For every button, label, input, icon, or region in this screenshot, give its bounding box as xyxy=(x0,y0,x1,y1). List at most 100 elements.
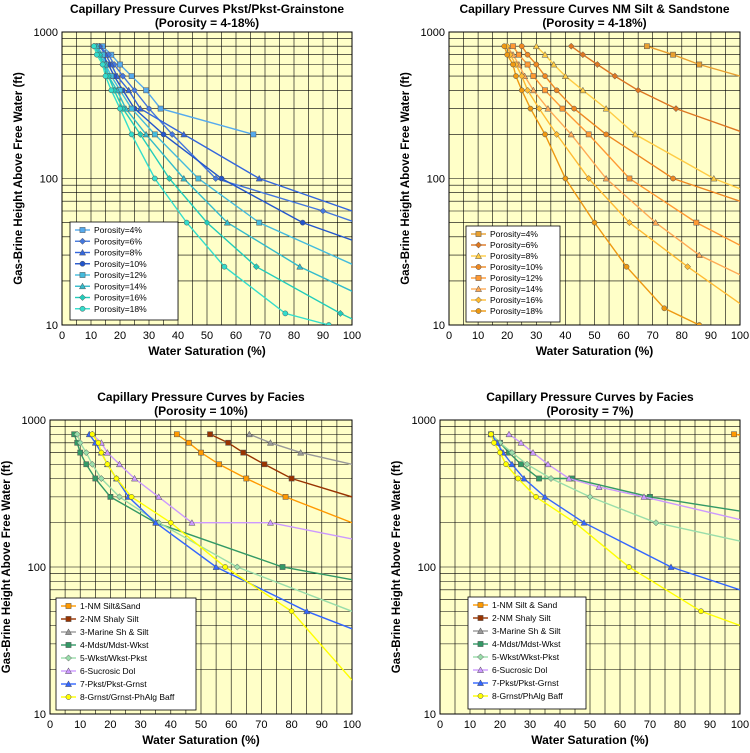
data-point xyxy=(128,105,135,112)
data-point xyxy=(77,449,84,456)
chart-subtitle: (Porosity = 4-18%) xyxy=(155,16,259,30)
series-group xyxy=(90,42,352,325)
data-point xyxy=(256,219,263,226)
legend-entry: Porosity=14% xyxy=(490,284,543,294)
legend-entry: Porosity=16% xyxy=(490,295,543,305)
legend: 1-NM Silt&Sand 2-NM Shaly Silt 3-Marine Sh… xyxy=(55,597,197,711)
chart-panel-2: 0 10 20 30 40 50 60 70 80 90 100101001000Capillary… xyxy=(400,2,749,358)
x-tick-label: 20 xyxy=(494,719,506,731)
y-tick-label: 10 xyxy=(46,320,58,332)
data-point xyxy=(180,174,188,182)
legend-marker xyxy=(64,667,73,674)
legend-marker xyxy=(477,693,484,699)
x-tick-label: 20 xyxy=(114,330,126,342)
x-tick-label: 70 xyxy=(259,330,271,342)
y-tick-label: 10 xyxy=(433,320,445,332)
data-point xyxy=(567,130,575,138)
data-point xyxy=(157,105,164,112)
series-line-8 xyxy=(91,433,352,681)
x-tick-label: 40 xyxy=(165,719,177,731)
legend-marker xyxy=(64,680,73,687)
data-point xyxy=(117,105,123,112)
data-point xyxy=(693,219,700,226)
legend-marker xyxy=(79,294,86,301)
data-point xyxy=(695,251,703,258)
data-point xyxy=(611,72,619,80)
x-tick-label: 80 xyxy=(674,719,686,731)
legend-marker xyxy=(475,296,482,304)
data-point xyxy=(117,61,123,68)
legend-marker xyxy=(477,641,484,647)
data-point xyxy=(501,43,508,50)
data-point xyxy=(88,460,96,468)
data-point xyxy=(523,460,531,468)
data-point xyxy=(631,130,639,138)
data-point xyxy=(517,439,525,446)
data-point xyxy=(518,72,526,80)
legend-marker xyxy=(64,628,73,635)
x-tick-label: 80 xyxy=(285,719,297,731)
data-point xyxy=(625,219,633,227)
legend-entry: 7-Pkst/Pkst-Grnst xyxy=(492,678,559,688)
data-point xyxy=(168,130,176,138)
legend-marker xyxy=(475,308,482,314)
data-point xyxy=(173,431,180,438)
x-tick-label: 0 xyxy=(59,330,65,342)
series-line-4 xyxy=(96,45,352,241)
data-point xyxy=(73,430,81,438)
data-point xyxy=(297,448,305,456)
legend-marker xyxy=(475,264,482,270)
legend: Porosity=4%Porosity=6%Porosity=8%Porosit… xyxy=(465,225,561,323)
data-point xyxy=(541,493,549,500)
x-tick-label: 90 xyxy=(317,330,329,342)
legend-entry: Porosity=12% xyxy=(94,270,147,280)
data-point xyxy=(536,475,542,482)
data-point xyxy=(602,174,610,182)
data-point xyxy=(602,104,610,112)
legend-entry: Porosity=18% xyxy=(94,304,147,314)
data-point xyxy=(83,461,90,468)
y-tick-label: 100 xyxy=(40,174,58,186)
data-point xyxy=(647,494,653,500)
legend-entry: 6-Sucrosic Dol xyxy=(492,665,547,675)
x-tick-label: 100 xyxy=(343,719,361,731)
x-tick-label: 10 xyxy=(85,330,97,342)
x-tick-label: 90 xyxy=(705,330,717,342)
data-point xyxy=(188,519,196,526)
legend-entry: 6-Sucrosic Dol xyxy=(80,666,135,676)
x-tick-label: 100 xyxy=(343,330,361,342)
series-line-5 xyxy=(96,45,352,265)
data-point xyxy=(550,60,558,68)
chart-subtitle: (Porosity = 10%) xyxy=(154,404,248,418)
y-tick-label: 100 xyxy=(427,174,445,186)
data-point xyxy=(195,175,202,182)
data-point xyxy=(99,61,106,68)
legend-entry: Porosity=4% xyxy=(490,229,538,239)
data-point xyxy=(698,608,704,615)
data-point xyxy=(319,207,327,215)
y-tick-label: 10 xyxy=(34,709,46,721)
data-point xyxy=(667,563,675,570)
x-tick-label: 30 xyxy=(524,719,536,731)
data-point xyxy=(131,474,139,482)
y-tick-label: 10 xyxy=(424,709,436,721)
data-point xyxy=(115,460,123,468)
y-tick-label: 1000 xyxy=(421,27,445,39)
x-tick-label: 70 xyxy=(255,719,267,731)
series-group xyxy=(501,42,740,325)
data-point xyxy=(136,104,144,112)
data-point xyxy=(488,431,494,438)
data-point xyxy=(553,130,561,138)
data-point xyxy=(212,175,220,182)
x-axis-label: Water Saturation (%) xyxy=(148,344,266,358)
data-point xyxy=(696,61,703,68)
data-point xyxy=(160,131,167,138)
x-tick-label: 60 xyxy=(225,719,237,731)
data-point xyxy=(508,460,516,468)
data-point xyxy=(91,43,97,50)
legend-entry: Porosity=16% xyxy=(94,293,147,303)
x-tick-label: 0 xyxy=(446,330,452,342)
x-tick-label: 10 xyxy=(464,719,476,731)
data-point xyxy=(325,322,332,325)
data-point xyxy=(491,439,497,446)
